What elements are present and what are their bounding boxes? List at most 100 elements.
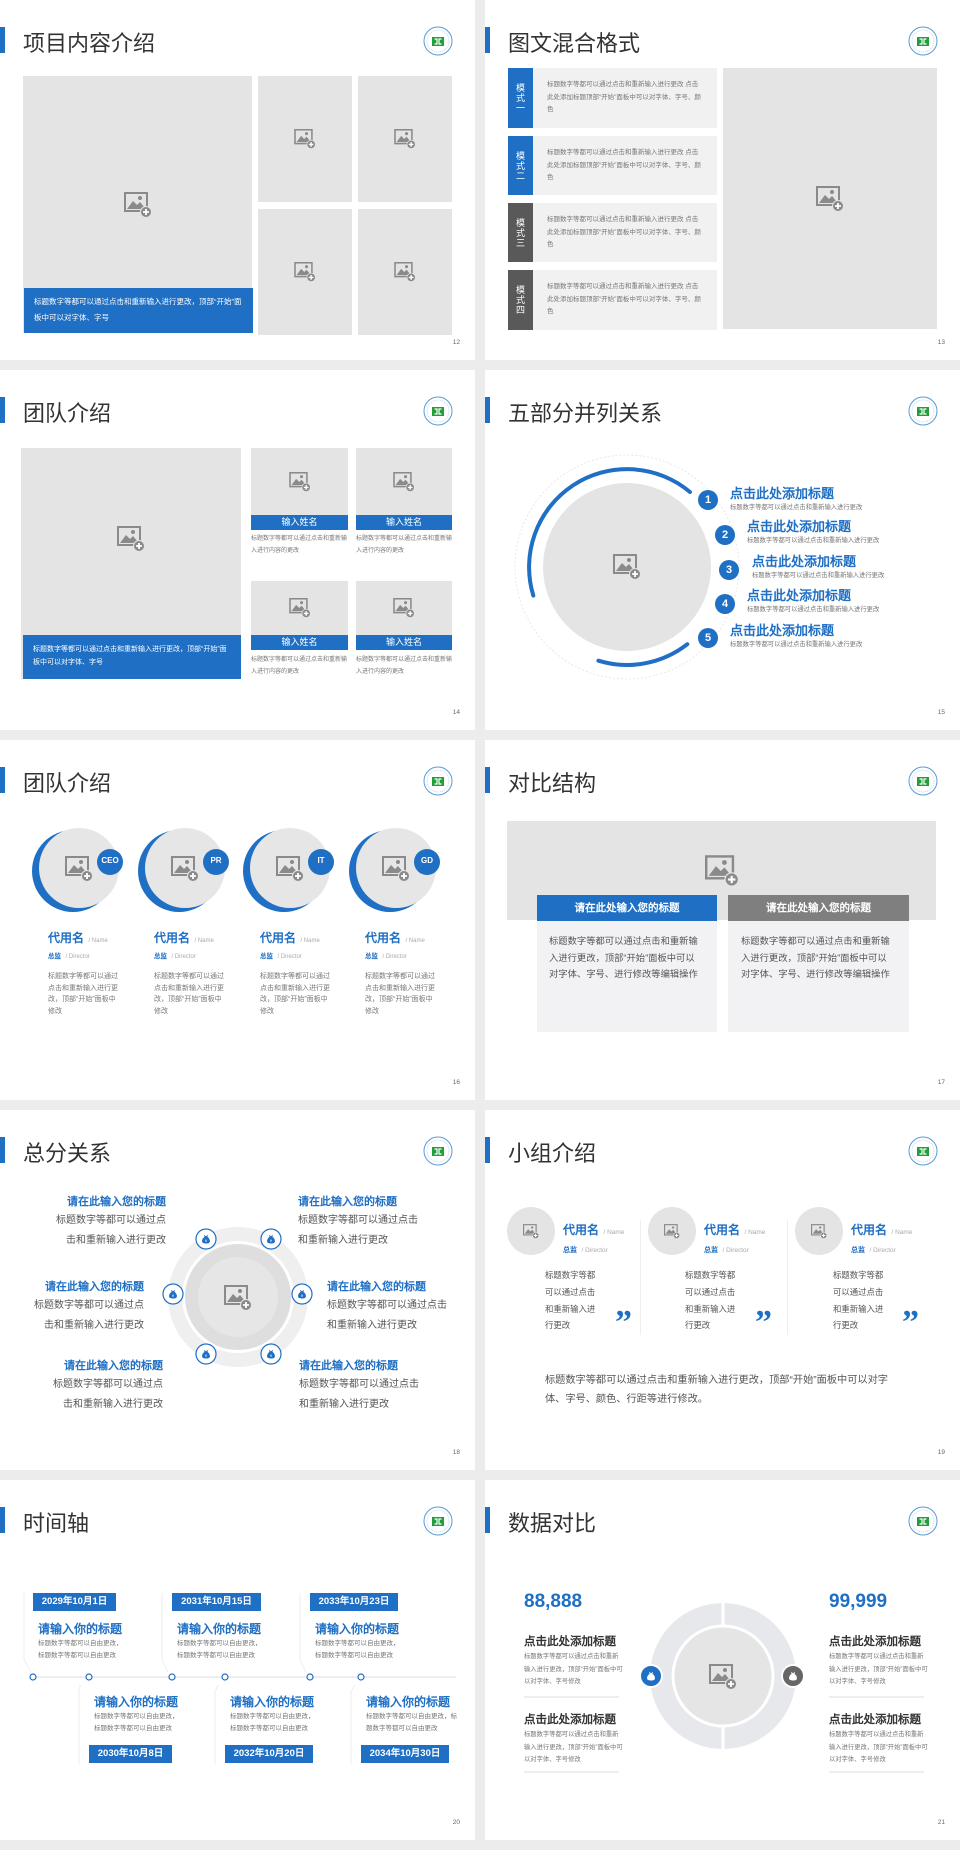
- card-text: 标题数字等都可以通过点击和重新输入进行更改，顶部“开始”面板中可以对字体、字号、…: [549, 936, 698, 980]
- item-title[interactable]: 请在此输入您的标题: [299, 1360, 398, 1372]
- item-text: 标题数字等都可以通过点击和重新输入进行更改，顶部“开始”面板中可以对字体、字号修…: [829, 1731, 928, 1763]
- image-placeholder[interactable]: [358, 76, 452, 202]
- avatar[interactable]: [648, 1207, 696, 1255]
- slide-21[interactable]: 数据对比 88,888 点击此处添加标题 标题数字等都可以通过点击和重新输入进行…: [485, 1480, 960, 1840]
- page-number: 15: [937, 709, 945, 716]
- event-title[interactable]: 请输入你的标题: [94, 1695, 179, 1709]
- slide-19[interactable]: 小组介绍 代用名 / Name 总监 / Director 标题数字等都可以通过…: [485, 1110, 960, 1470]
- slide-13[interactable]: 图文混合格式 模式一 标题数字等都可以通过点击和重新输入进行更改 点击此处添加标…: [485, 0, 960, 360]
- member-name: 代用名: [48, 931, 85, 945]
- member-role-line: 总监 / Director: [563, 1239, 608, 1257]
- page-number: 17: [937, 1079, 945, 1086]
- item-title[interactable]: 点击此处添加标题: [747, 588, 852, 603]
- image-placeholder[interactable]: [356, 581, 452, 635]
- item-title[interactable]: 点击此处添加标题: [829, 1636, 921, 1648]
- member-name-en: / Name: [300, 938, 320, 944]
- event-title[interactable]: 请输入你的标题: [366, 1695, 451, 1709]
- closing-quote-icon: ”: [755, 1304, 772, 1341]
- item-text: 标题数字等都可以通过点击和重新输入进行更改，顶部“开始”面板中可以对字体、字号修…: [524, 1731, 623, 1763]
- image-placeholder[interactable]: [723, 68, 937, 329]
- image-placeholder[interactable]: [258, 209, 352, 335]
- image-add-icon: [811, 1224, 827, 1239]
- member-role: 总监: [48, 953, 61, 960]
- item-text: 标题数字等都可以通过点击和重新输入进行更改: [327, 1300, 447, 1331]
- role-badge: PR: [210, 856, 222, 865]
- event-title[interactable]: 请输入你的标题: [315, 1622, 400, 1636]
- slide-17[interactable]: 对比结构 请在此处输入您的标题 请在此处输入您的标题 标题数字等都可以通过点击和…: [485, 740, 960, 1100]
- image-placeholder[interactable]: [358, 209, 452, 335]
- item-text: 标题数字等都可以通过点击和重新输入进行更改: [752, 572, 885, 579]
- slide-15[interactable]: 五部分并列关系 1 点击此处添加标题 标题数字等都可以通过点击和重新输入进行更改…: [485, 370, 960, 730]
- image-placeholder[interactable]: [251, 581, 348, 635]
- member-role-en: / Director: [869, 1247, 896, 1254]
- item-title[interactable]: 请在此输入您的标题: [67, 1196, 166, 1208]
- item-title[interactable]: 点击此处添加标题: [752, 554, 857, 569]
- item-title[interactable]: 点击此处添加标题: [524, 1636, 616, 1648]
- image-placeholder[interactable]: [356, 448, 452, 515]
- item-title[interactable]: 点击此处添加标题: [524, 1714, 616, 1726]
- member-role-line: 总监 / Director: [851, 1239, 896, 1257]
- image-add-icon: [117, 526, 145, 552]
- avatar[interactable]: [795, 1207, 843, 1255]
- card-heading[interactable]: 请在此处输入您的标题: [728, 895, 909, 921]
- mode-label: 模式二: [508, 136, 533, 195]
- school-seal-logo: [908, 1136, 938, 1166]
- item-title[interactable]: 点击此处添加标题: [829, 1714, 921, 1726]
- member-role-line: 总监 / Director: [704, 1239, 749, 1257]
- card-heading[interactable]: 请在此处输入您的标题: [537, 895, 717, 921]
- school-seal-logo: [908, 766, 938, 796]
- closing-quote-icon: ”: [902, 1304, 919, 1341]
- card-text: 标题数字等都可以通过点击和重新输入进行更改，顶部“开始”面板中可以对字体、字号、…: [741, 936, 890, 980]
- member-name-line: 代用名 / Name: [563, 1221, 624, 1239]
- item-title[interactable]: 点击此处添加标题: [730, 486, 835, 501]
- title-accent-bar: [485, 397, 490, 423]
- item-title[interactable]: 请在此输入您的标题: [298, 1196, 397, 1208]
- slide-16[interactable]: 团队介绍 CEO PR IT GD 代用名 / Name 总监 / Direct…: [0, 740, 475, 1100]
- mode-label: 模式一: [508, 68, 533, 128]
- hub-diagram: [162, 1227, 313, 1367]
- member-name-line: 代用名 / Name: [48, 929, 108, 947]
- timeline-node: [221, 1673, 229, 1681]
- timeline-node: [306, 1673, 314, 1681]
- member-name: 输入姓名: [356, 515, 452, 530]
- mode-text: 标题数字等都可以通过点击和重新输入进行更改 点击此处添加标题顶部“开始”面板中可…: [533, 68, 717, 128]
- item-title[interactable]: 点击此处添加标题: [747, 519, 852, 534]
- slide-20[interactable]: 时间轴 2029年10月1日 请输入你的标题 标题数字等都可以自由更改，标题数字…: [0, 1480, 475, 1840]
- page-number: 21: [937, 1819, 945, 1826]
- image-add-icon: [394, 262, 416, 282]
- event-title[interactable]: 请输入你的标题: [38, 1622, 123, 1636]
- member-role-line: 总监 / Director: [365, 945, 407, 963]
- event-title[interactable]: 请输入你的标题: [177, 1622, 262, 1636]
- member-name: 代用名: [563, 1223, 600, 1237]
- slide-12[interactable]: 项目内容介绍 标题数字等都可以通过点击和重新输入进行更改，顶部“开始”面板中可以…: [0, 0, 475, 360]
- member-text: 标题数字等都可以通过点击和重新输入进行内容的更改: [251, 657, 348, 675]
- event-title[interactable]: 请输入你的标题: [230, 1695, 315, 1709]
- member-role: 总监: [563, 1247, 577, 1254]
- caption-box: 标题数字等都可以通过点击和重新输入进行更改，顶部“开始”面板中可以对字体、字号: [24, 288, 253, 333]
- mode-text: 标题数字等都可以通过点击和重新输入进行更改 点击此处添加标题顶部“开始”面板中可…: [533, 270, 717, 330]
- avatar[interactable]: [507, 1207, 555, 1255]
- item-title[interactable]: 请在此输入您的标题: [45, 1281, 144, 1293]
- member-name-en: / Name: [603, 1229, 625, 1236]
- item-number: 1: [698, 490, 718, 510]
- image-add-icon: [393, 472, 415, 492]
- slide-title: 图文混合格式: [508, 31, 641, 56]
- image-placeholder[interactable]: [258, 76, 352, 202]
- item-title[interactable]: 请在此输入您的标题: [327, 1281, 426, 1293]
- member-role-en: / Director: [277, 954, 302, 960]
- member-role-en: / Director: [581, 1247, 608, 1254]
- event-date: 2030年10月8日: [89, 1745, 172, 1763]
- slide-14[interactable]: 团队介绍 标题数字等都可以通过点击和重新输入进行更改，顶部“开始”面板中可以对字…: [0, 370, 475, 730]
- image-placeholder[interactable]: [251, 448, 348, 515]
- item-title[interactable]: 请在此输入您的标题: [64, 1360, 163, 1372]
- timeline-node: [168, 1673, 176, 1681]
- event-text: 标题数字等都可以自由更改，标题数字等都可以自由更改: [94, 1713, 179, 1732]
- member-name-line: 代用名 / Name: [851, 1221, 912, 1239]
- member-name: 代用名: [154, 931, 191, 945]
- member-name-en: / Name: [194, 938, 214, 944]
- page-number: 20: [452, 1819, 460, 1826]
- image-add-icon: [289, 598, 311, 618]
- slide-18[interactable]: 总分关系 请在此输入您的标题 标题数字等都可以通过点击和重新输入进行更改 请在此…: [0, 1110, 475, 1470]
- item-title[interactable]: 点击此处添加标题: [730, 623, 835, 638]
- school-seal-logo: [908, 26, 938, 56]
